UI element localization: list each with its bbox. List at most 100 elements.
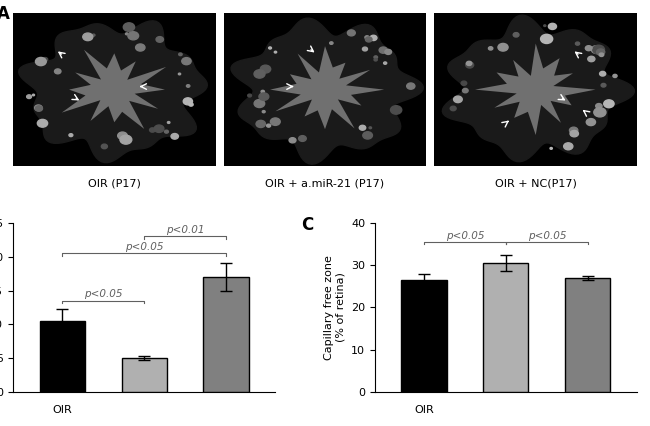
Circle shape (27, 95, 32, 98)
Text: OIR + a.miR-21 (P17): OIR + a.miR-21 (P17) (265, 179, 385, 189)
Circle shape (549, 23, 556, 29)
Bar (40, 321, 84, 392)
Circle shape (541, 35, 552, 43)
Circle shape (254, 70, 265, 78)
Circle shape (43, 58, 47, 61)
Circle shape (363, 132, 372, 139)
Circle shape (83, 33, 93, 40)
Circle shape (124, 23, 135, 32)
Bar (122, 358, 166, 392)
Text: OIR: OIR (414, 406, 434, 415)
Text: p<0.05: p<0.05 (125, 242, 163, 252)
Circle shape (270, 118, 280, 125)
Circle shape (586, 46, 592, 51)
Circle shape (36, 58, 46, 66)
Circle shape (363, 47, 367, 51)
Polygon shape (231, 18, 423, 164)
Circle shape (462, 89, 468, 93)
Circle shape (370, 35, 377, 40)
Circle shape (274, 51, 277, 53)
Text: p<0.01: p<0.01 (166, 225, 204, 235)
Bar (484, 263, 528, 392)
Circle shape (613, 75, 617, 78)
Circle shape (374, 58, 377, 61)
Circle shape (599, 53, 604, 57)
Text: OIR (P17): OIR (P17) (88, 179, 141, 189)
Circle shape (298, 135, 306, 141)
Circle shape (34, 105, 42, 111)
Circle shape (599, 72, 606, 76)
Polygon shape (475, 43, 595, 135)
Circle shape (601, 83, 606, 87)
Text: p<0.05: p<0.05 (528, 230, 566, 241)
Circle shape (365, 37, 372, 42)
Circle shape (466, 61, 472, 66)
Bar (402, 280, 447, 392)
Circle shape (365, 36, 369, 39)
Circle shape (570, 130, 578, 137)
Circle shape (461, 81, 467, 85)
Circle shape (564, 143, 573, 150)
Text: p<0.05: p<0.05 (446, 230, 484, 241)
Circle shape (164, 130, 168, 133)
Text: A: A (0, 5, 10, 23)
Circle shape (92, 34, 95, 36)
Circle shape (544, 25, 546, 26)
Text: p<0.05: p<0.05 (84, 289, 122, 299)
Circle shape (407, 83, 415, 89)
Circle shape (588, 56, 595, 62)
Circle shape (454, 96, 462, 103)
Circle shape (347, 30, 356, 36)
Polygon shape (62, 50, 166, 129)
Circle shape (254, 100, 265, 107)
Circle shape (187, 85, 190, 87)
Circle shape (289, 138, 296, 143)
Circle shape (384, 62, 387, 64)
Circle shape (597, 49, 604, 55)
Bar (566, 278, 610, 392)
Circle shape (488, 47, 493, 50)
Circle shape (120, 135, 132, 144)
Circle shape (595, 104, 602, 108)
Y-axis label: Capillary free zone
(% of retina): Capillary free zone (% of retina) (324, 255, 345, 360)
Circle shape (593, 45, 605, 54)
Circle shape (266, 124, 270, 127)
Circle shape (101, 144, 107, 149)
Circle shape (586, 118, 595, 126)
Circle shape (262, 111, 265, 113)
Circle shape (550, 147, 552, 149)
Circle shape (594, 108, 606, 117)
Circle shape (154, 125, 164, 132)
Circle shape (466, 62, 474, 68)
Circle shape (268, 47, 272, 49)
Bar (203, 277, 248, 392)
Circle shape (259, 93, 269, 101)
Circle shape (55, 69, 61, 74)
Circle shape (575, 42, 580, 45)
Circle shape (35, 106, 42, 111)
Circle shape (374, 56, 378, 58)
Circle shape (69, 134, 73, 137)
Circle shape (32, 94, 34, 96)
Circle shape (156, 37, 164, 42)
Circle shape (118, 132, 127, 139)
Circle shape (330, 42, 333, 44)
Circle shape (183, 98, 192, 105)
Text: C: C (302, 216, 314, 234)
Circle shape (248, 94, 252, 97)
Circle shape (178, 73, 181, 75)
Circle shape (604, 100, 614, 108)
Polygon shape (19, 21, 207, 163)
Circle shape (450, 106, 456, 111)
Circle shape (189, 103, 193, 106)
Circle shape (128, 32, 138, 40)
Circle shape (379, 47, 387, 53)
Circle shape (136, 44, 145, 51)
Circle shape (514, 33, 519, 37)
Circle shape (385, 49, 391, 55)
Polygon shape (270, 46, 384, 129)
Circle shape (182, 58, 191, 65)
Circle shape (256, 121, 265, 127)
Circle shape (260, 65, 270, 73)
Circle shape (171, 133, 178, 139)
